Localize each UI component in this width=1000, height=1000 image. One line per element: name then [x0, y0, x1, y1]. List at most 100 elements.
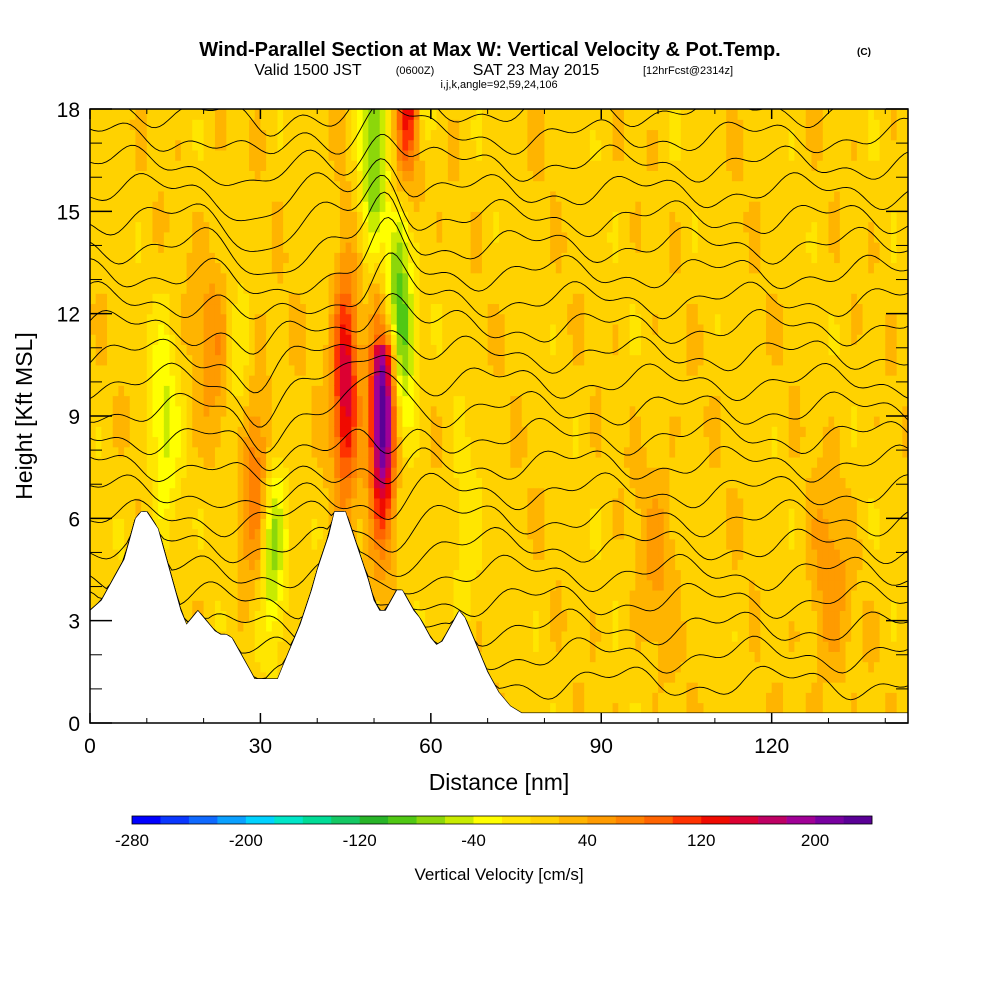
velocity-cell — [101, 538, 108, 550]
velocity-cell — [101, 160, 108, 171]
velocity-cell — [288, 385, 296, 397]
velocity-cell — [379, 528, 386, 540]
velocity-cell — [453, 426, 460, 438]
velocity-cell — [419, 375, 426, 386]
velocity-cell — [459, 201, 466, 212]
velocity-cell — [339, 211, 347, 223]
velocity-cell — [209, 129, 216, 141]
velocity-cell — [197, 211, 205, 223]
velocity-cell — [504, 293, 511, 305]
velocity-cell — [430, 272, 438, 284]
velocity-cell — [288, 149, 296, 161]
velocity-cell — [499, 323, 506, 335]
velocity-cell — [356, 456, 364, 468]
velocity-cell — [334, 221, 341, 233]
velocity-cell — [402, 416, 409, 427]
velocity-cell — [476, 139, 483, 151]
velocity-cell — [527, 180, 534, 192]
velocity-cell — [95, 119, 102, 131]
velocity-cell — [430, 119, 438, 131]
velocity-cell — [101, 109, 108, 120]
velocity-cell — [322, 405, 330, 417]
velocity-cell — [197, 528, 205, 540]
velocity-cell — [249, 282, 256, 294]
velocity-cell — [516, 139, 523, 151]
velocity-cell — [385, 405, 392, 417]
velocity-cell — [90, 303, 97, 315]
velocity-cell — [339, 395, 347, 407]
velocity-cell — [430, 426, 438, 438]
velocity-cell — [271, 282, 279, 294]
velocity-cell — [203, 395, 210, 407]
velocity-cell — [135, 487, 142, 499]
velocity-cell — [322, 508, 330, 519]
velocity-cell — [249, 497, 256, 509]
velocity-cell — [124, 170, 131, 182]
velocity-cell — [402, 272, 409, 284]
velocity-cell — [254, 334, 262, 345]
velocity-cell — [95, 272, 102, 284]
velocity-cell — [311, 477, 318, 489]
velocity-cell — [561, 671, 568, 683]
velocity-cell — [180, 344, 188, 356]
velocity-cell — [368, 242, 375, 253]
velocity-cell — [180, 303, 188, 315]
velocity-cell — [510, 641, 517, 652]
velocity-cell — [90, 528, 97, 540]
velocity-cell — [345, 344, 352, 356]
velocity-cell — [379, 569, 386, 581]
velocity-cell — [447, 323, 455, 335]
velocity-cell — [249, 549, 256, 560]
velocity-cell — [374, 231, 381, 243]
velocity-cell — [550, 569, 557, 581]
velocity-cell — [527, 109, 534, 120]
velocity-cell — [175, 282, 182, 294]
velocity-cell — [533, 344, 540, 356]
velocity-cell — [476, 395, 483, 407]
velocity-cell — [107, 129, 114, 141]
velocity-cell — [374, 497, 381, 509]
velocity-cell — [277, 180, 284, 192]
velocity-cell — [533, 385, 540, 397]
velocity-cell — [220, 538, 227, 550]
velocity-cell — [266, 282, 273, 294]
velocity-cell — [345, 364, 352, 376]
velocity-cell — [351, 170, 358, 182]
velocity-cell — [283, 508, 290, 519]
velocity-cell — [516, 231, 523, 243]
velocity-cell — [430, 242, 438, 253]
velocity-cell — [442, 139, 449, 151]
velocity-cell — [385, 272, 392, 284]
velocity-cell — [186, 180, 193, 192]
velocity-cell — [197, 334, 205, 345]
velocity-cell — [118, 160, 125, 171]
velocity-cell — [470, 620, 477, 632]
velocity-cell — [447, 559, 455, 571]
velocity-cell — [362, 293, 369, 305]
velocity-cell — [493, 446, 500, 458]
velocity-cell — [146, 364, 154, 376]
velocity-cell — [135, 242, 142, 253]
velocity-cell — [481, 231, 489, 243]
velocity-cell — [197, 252, 205, 264]
velocity-cell — [169, 416, 176, 427]
velocity-cell — [186, 242, 193, 253]
velocity-cell — [237, 364, 244, 376]
velocity-cell — [436, 487, 443, 499]
velocity-cell — [107, 344, 114, 356]
velocity-cell — [317, 528, 324, 540]
velocity-cell — [95, 579, 102, 591]
velocity-cell — [385, 518, 392, 530]
velocity-cell — [374, 139, 381, 151]
velocity-cell — [493, 620, 500, 632]
velocity-cell — [112, 242, 119, 253]
velocity-cell — [209, 272, 216, 284]
velocity-cell — [283, 242, 290, 253]
velocity-cell — [425, 456, 432, 468]
velocity-cell — [538, 149, 546, 161]
velocity-cell — [527, 446, 534, 458]
velocity-cell — [237, 242, 244, 253]
velocity-cell — [459, 190, 466, 202]
velocity-cell — [527, 416, 534, 427]
velocity-cell — [550, 170, 557, 182]
